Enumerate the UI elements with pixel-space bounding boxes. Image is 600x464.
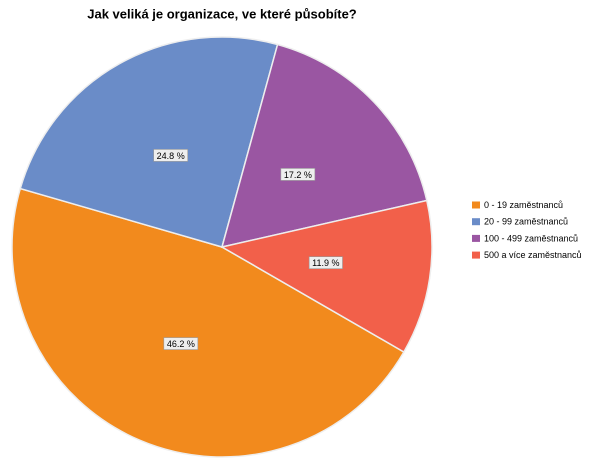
chart-title: Jak veliká je organizace, ve které působ… — [87, 6, 357, 21]
value-label-box — [280, 168, 316, 181]
legend-label: 100 - 499 zaměstnanců — [484, 233, 578, 243]
legend-swatch — [472, 218, 480, 226]
pie-slice — [220, 43, 428, 249]
value-label-box — [308, 256, 343, 270]
value-label: 24.8 % — [157, 151, 185, 161]
legend-swatch — [472, 201, 480, 209]
value-label: 17.2 % — [284, 170, 312, 180]
value-label: 11.9 % — [312, 258, 339, 268]
pie-slice — [19, 36, 279, 248]
legend-label: 20 - 99 zaměstnanců — [484, 217, 568, 227]
value-label-box — [153, 149, 189, 162]
legend-swatch — [472, 251, 480, 259]
legend-swatch — [472, 234, 480, 242]
value-label: 46.2 % — [167, 339, 195, 349]
legend-label: 500 a více zaměstnanců — [484, 250, 582, 260]
pie-slice — [219, 199, 433, 354]
pie-slice — [11, 187, 405, 458]
value-label-box — [163, 337, 199, 350]
legend-label: 0 - 19 zaměstnanců — [484, 200, 563, 210]
